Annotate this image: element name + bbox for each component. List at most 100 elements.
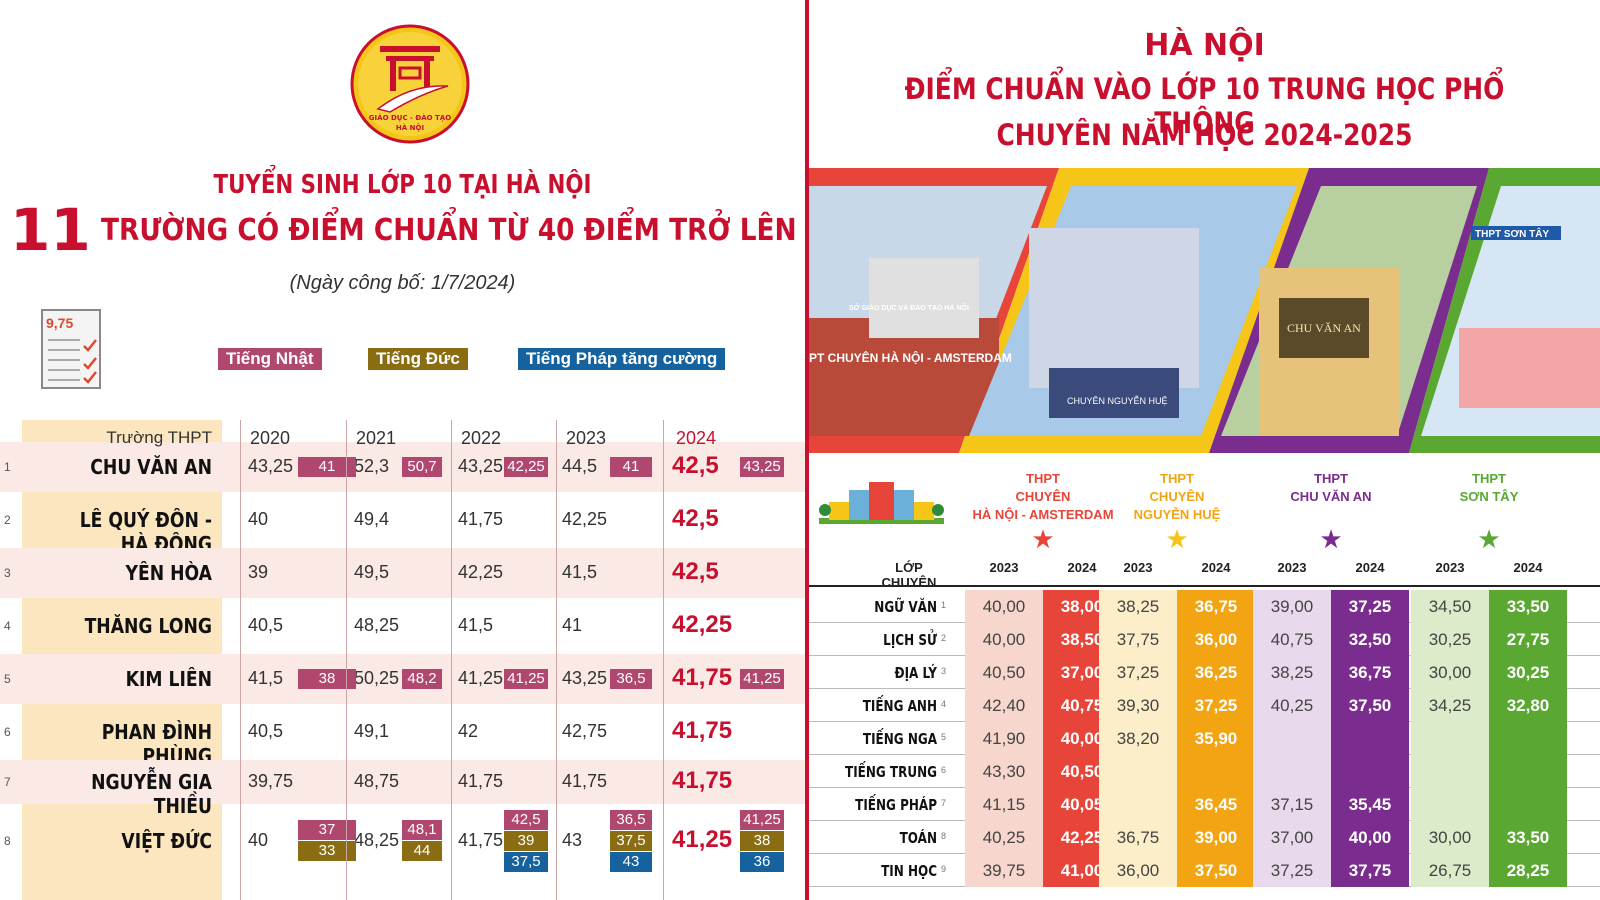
- svg-text:SỞ GIÁO DỤC VÀ ĐÀO TẠO HÀ NỘI: SỞ GIÁO DỤC VÀ ĐÀO TẠO HÀ NỘI: [849, 303, 969, 312]
- score-cell: 40,00: [965, 623, 1043, 656]
- year-header: 2023: [1123, 560, 1153, 575]
- score-y2024: 42,5: [672, 505, 719, 532]
- score-y2023: 41,5: [562, 562, 598, 582]
- score-y2024: 42,25: [672, 611, 733, 638]
- language-score-badge: 33: [298, 841, 356, 861]
- score-y2022: 41,75: [458, 509, 504, 529]
- score-y2022: 41,75: [458, 771, 504, 791]
- school-photo-banner: SỞ GIÁO DỤC VÀ ĐÀO TẠO HÀ NỘI PT CHUYÊN …: [809, 168, 1600, 453]
- language-score-badge: 41,25: [740, 668, 784, 689]
- page-subtitle: TUYỂN SINH LỚP 10 TẠI HÀ NỘI: [213, 170, 592, 200]
- language-score-badge: 43,25: [740, 456, 784, 477]
- score-cell: 37,75: [1099, 623, 1177, 656]
- score-cell: 28,25: [1489, 854, 1567, 887]
- language-score-badge: 36,5: [610, 668, 652, 689]
- row-number: 8: [4, 834, 11, 848]
- score-cell: 32,80: [1489, 689, 1567, 722]
- right-title-city: HÀ NỘI: [1144, 28, 1265, 63]
- score-cell: 40,75: [1253, 623, 1331, 656]
- score-y2021: 52,3: [354, 456, 390, 476]
- language-score-badge: 36: [740, 851, 784, 872]
- subject-name: TIẾNG TRUNG: [845, 763, 937, 781]
- table-row: TIẾNG NGA 5 41,90 40,00 38,20 35,90: [809, 722, 1600, 755]
- score-cell: 38,25: [1099, 590, 1177, 623]
- header-2020: 2020: [250, 428, 291, 448]
- school-header: THPT CHU VĂN AN: [1290, 471, 1372, 504]
- score-y2021: 50,25: [354, 668, 400, 688]
- score-cell: 35,45: [1331, 788, 1409, 821]
- language-score-badge: 39: [504, 830, 548, 851]
- row-number: 1: [941, 600, 947, 610]
- score-cell: [1411, 755, 1489, 788]
- year-header: 2023: [1277, 560, 1307, 575]
- subject-name: NGỮ VĂN: [874, 598, 937, 616]
- column-divider: [240, 420, 241, 900]
- score-cell: 37,15: [1253, 788, 1331, 821]
- subject-name: LỊCH SỬ: [883, 631, 937, 649]
- score-y2023: 41: [562, 615, 583, 635]
- score-cell: [1411, 788, 1489, 821]
- score-y2021: 49,5: [354, 562, 390, 582]
- score-cell: [1331, 755, 1409, 788]
- score-cell: 33,50: [1489, 590, 1567, 623]
- score-cell: 36,75: [1331, 656, 1409, 689]
- score-cell: [1177, 755, 1255, 788]
- row-number: 8: [941, 831, 947, 841]
- row-number: 5: [941, 732, 947, 742]
- score-cell: 36,00: [1177, 623, 1255, 656]
- score-y2022: 41,5: [458, 615, 494, 635]
- row-number: 5: [4, 672, 11, 686]
- score-sheet-icon: 9,75: [41, 309, 101, 389]
- score-cell: [1489, 722, 1567, 755]
- score-y2020: 41,5: [248, 668, 284, 688]
- score-y2023: 42,25: [562, 509, 608, 529]
- score-cell: 37,25: [1331, 590, 1409, 623]
- score-cell: 36,00: [1099, 854, 1177, 887]
- score-y2024: 41,75: [672, 717, 733, 744]
- table-row: 1 CHU VĂN AN 43,25 52,3 43,25 44,5 42,5 41 50,7 4…: [0, 442, 805, 492]
- score-cell: 30,00: [1411, 656, 1489, 689]
- language-score-badge: 41,25: [740, 809, 784, 830]
- score-cell: 37,50: [1177, 854, 1255, 887]
- right-title-line2: CHUYÊN NĂM HỌC 2024-2025: [996, 118, 1413, 152]
- year-header: 2024: [1513, 560, 1543, 575]
- right-panel: HÀ NỘI ĐIỂM CHUẨN VÀO LỚP 10 TRUNG HỌC P…: [809, 0, 1600, 900]
- score-y2020: 39: [248, 562, 269, 582]
- legend-french: Tiếng Pháp tăng cường: [518, 348, 726, 370]
- page-title: 11 TRƯỜNG CÓ ĐIỂM CHUẨN TỪ 40 ĐIỂM TRỞ LÊ…: [10, 196, 805, 264]
- score-cell: 39,75: [965, 854, 1043, 887]
- language-score-badge: 37,5: [610, 830, 652, 851]
- right-title-line1: ĐIỂM CHUẨN VÀO LỚP 10 TRUNG HỌC PHỔ THÔN…: [904, 72, 1505, 140]
- score-cell: 38,20: [1099, 722, 1177, 755]
- table-row: LỊCH SỬ 2 40,00 38,50 37,75 36,00 40,75 32,50 30…: [809, 623, 1600, 656]
- table-row: 5 KIM LIÊN 41,5 50,25 41,25 43,25 41,75 38 48,2 4…: [0, 654, 805, 704]
- score-y2024: 42,5: [672, 558, 719, 585]
- column-divider: [451, 420, 452, 900]
- score-y2021: 48,25: [354, 615, 400, 635]
- score-cell: 37,50: [1331, 689, 1409, 722]
- language-score-badge: 50,7: [402, 456, 442, 477]
- subject-name: TIẾNG PHÁP: [855, 796, 937, 814]
- table-row: NGỮ VĂN 1 40,00 38,00 38,25 36,75 39,00 37,25 34…: [809, 590, 1600, 623]
- score-cell: 34,50: [1411, 590, 1489, 623]
- score-cell: 40,00: [1331, 821, 1409, 854]
- svg-text:9,75: 9,75: [46, 315, 73, 331]
- school-name: THĂNG LONG: [84, 614, 212, 638]
- header-rule: [809, 585, 1600, 587]
- hanoi-education-logo: GIÁO DỤC - ĐÀO TẠO HÀ NỘI: [350, 24, 470, 144]
- row-number: 6: [941, 765, 947, 775]
- score-y2020: 40,5: [248, 721, 284, 741]
- score-cell: 36,25: [1177, 656, 1255, 689]
- table-row: ĐỊA LÝ 3 40,50 37,00 37,25 36,25 38,25 36,75 30,…: [809, 656, 1600, 689]
- header-2021: 2021: [356, 428, 397, 448]
- score-y2022: 42,25: [458, 562, 504, 582]
- score-y2020: 40,5: [248, 615, 284, 635]
- score-y2020: 40: [248, 509, 269, 529]
- score-y2022: 42: [458, 721, 479, 741]
- row-number: 2: [941, 633, 947, 643]
- star-icon: ★: [1477, 524, 1501, 554]
- table-row: 3 YÊN HÒA 39 49,5 42,25 41,5 42,5: [0, 548, 805, 598]
- language-score-badge: 42,25: [504, 456, 548, 477]
- language-score-badge: 38: [740, 830, 784, 851]
